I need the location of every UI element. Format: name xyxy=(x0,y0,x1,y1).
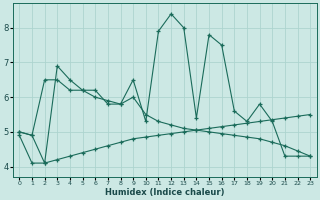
X-axis label: Humidex (Indice chaleur): Humidex (Indice chaleur) xyxy=(105,188,225,197)
